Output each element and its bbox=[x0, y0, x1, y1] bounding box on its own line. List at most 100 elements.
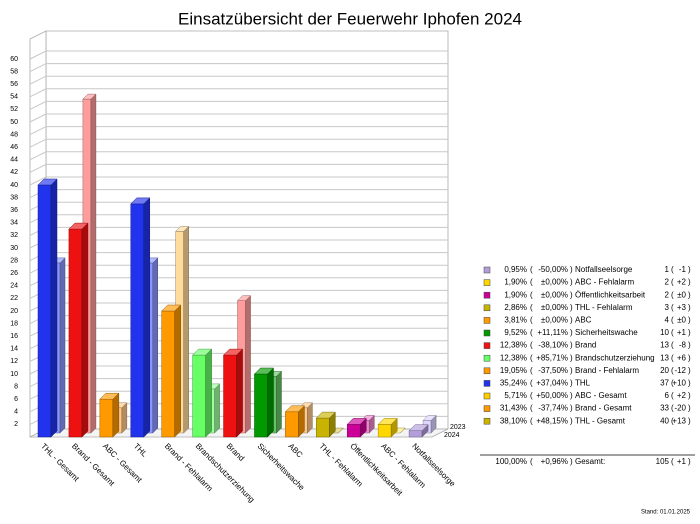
legend-count: 13 bbox=[660, 341, 669, 350]
bar bbox=[315, 411, 336, 438]
y-tick-label: 12 bbox=[10, 358, 18, 365]
bar-top bbox=[99, 392, 120, 400]
legend-paren: ( bbox=[530, 457, 533, 466]
legend-paren: ( bbox=[530, 353, 533, 362]
legend-paren: ) bbox=[688, 404, 691, 413]
bar bbox=[253, 367, 275, 438]
legend-change: +1 bbox=[677, 328, 687, 337]
legend-count: 13 bbox=[660, 353, 669, 362]
bar-front bbox=[223, 354, 237, 438]
legend-swatch bbox=[483, 392, 491, 400]
legend-count: 6 bbox=[665, 391, 670, 400]
bar-top bbox=[377, 418, 398, 425]
legend-name: Brand bbox=[575, 341, 596, 350]
legend-paren: ( bbox=[530, 303, 533, 312]
legend-share: 35,24% bbox=[500, 379, 527, 388]
bar-side bbox=[112, 392, 120, 438]
legend-swatch bbox=[483, 342, 491, 349]
footer: Stand: 01.01.2025 bbox=[641, 510, 691, 516]
legend-paren: ) bbox=[570, 391, 573, 400]
y-tick-label: 18 bbox=[10, 320, 18, 327]
legend-paren: ) bbox=[570, 366, 573, 375]
chart-title: Einsatzübersicht der Feuerwehr Iphofen 2… bbox=[178, 9, 522, 28]
legend-paren: ) bbox=[570, 328, 573, 337]
legend-paren: ( bbox=[671, 328, 674, 337]
bar bbox=[37, 178, 58, 438]
legend-count: 40 bbox=[660, 416, 669, 425]
legend-name: Brand - Fehlalarm bbox=[575, 366, 639, 375]
bar-side bbox=[236, 348, 243, 438]
legend-name: THL - Gesamt bbox=[575, 416, 626, 425]
bar-top bbox=[315, 411, 336, 419]
legend-swatch bbox=[483, 417, 491, 425]
legend-paren: ( bbox=[530, 328, 533, 337]
legend-paren: ( bbox=[530, 316, 533, 325]
legend-paren: ( bbox=[671, 379, 674, 388]
grid-line bbox=[29, 75, 448, 85]
legend-name: Brandschutzerziehung bbox=[575, 353, 655, 362]
legend-swatch bbox=[483, 291, 491, 299]
bar bbox=[408, 424, 429, 438]
legend-name: Brand - Gesamt bbox=[575, 404, 632, 413]
legend-change-pct: +37,04% bbox=[536, 379, 568, 388]
legend-paren: ) bbox=[570, 404, 573, 413]
legend-paren: ( bbox=[671, 404, 674, 413]
legend-paren: ) bbox=[688, 265, 691, 274]
legend-paren: ) bbox=[688, 303, 691, 312]
legend-paren: ) bbox=[688, 353, 691, 362]
legend-change-pct: +11,11% bbox=[537, 328, 568, 337]
y-tick-label: 30 bbox=[10, 245, 18, 252]
y-tick-label: 40 bbox=[10, 182, 18, 189]
legend-change-pct: ±0,00% bbox=[541, 278, 568, 287]
legend-change: +2 bbox=[677, 391, 687, 400]
bar bbox=[284, 405, 305, 438]
legend-paren: ( bbox=[671, 316, 674, 325]
legend-swatch bbox=[483, 367, 491, 375]
bar-top bbox=[408, 424, 429, 431]
bar-top bbox=[346, 418, 367, 425]
bar-side bbox=[152, 257, 159, 434]
series-label: 2023 bbox=[450, 424, 466, 431]
bar-front bbox=[285, 411, 299, 438]
legend-count: 1 bbox=[665, 265, 670, 274]
y-tick-label: 56 bbox=[10, 81, 18, 88]
legend-paren: ( bbox=[671, 353, 674, 362]
legend-paren: ( bbox=[530, 265, 533, 274]
y-tick-label: 26 bbox=[10, 270, 18, 277]
bar-front bbox=[130, 203, 145, 438]
legend-change-pct: -37,50% bbox=[538, 366, 568, 375]
legend-paren: ) bbox=[570, 278, 573, 287]
grid-line bbox=[29, 113, 448, 123]
bar-front bbox=[192, 354, 206, 438]
legend-paren: ) bbox=[688, 457, 691, 466]
grid-line bbox=[29, 151, 448, 161]
y-tick-label: 38 bbox=[10, 194, 18, 201]
legend-paren: ( bbox=[671, 290, 674, 299]
bar-front bbox=[346, 424, 361, 438]
bar-front bbox=[161, 310, 175, 438]
bar-top bbox=[192, 348, 213, 356]
y-tick-label: 2 bbox=[14, 421, 18, 428]
y-tick-label: 22 bbox=[10, 295, 18, 302]
legend-paren: ( bbox=[671, 265, 674, 274]
legend-paren: ( bbox=[671, 341, 674, 350]
y-tick-label: 6 bbox=[14, 396, 18, 403]
legend-name: ABC - Fehlalarm bbox=[575, 278, 634, 287]
bar-side bbox=[143, 197, 151, 438]
legend-name: THL bbox=[575, 379, 591, 388]
bar-side bbox=[174, 304, 181, 438]
legend-change-pct: +50,00% bbox=[536, 391, 568, 400]
legend-change: +2 bbox=[677, 278, 687, 287]
legend-change-pct: ±0,00% bbox=[541, 303, 568, 312]
legend-change: -1 bbox=[679, 265, 687, 274]
legend-paren: ) bbox=[570, 457, 573, 466]
legend-change: +3 bbox=[677, 303, 687, 312]
bar bbox=[377, 417, 398, 438]
bar bbox=[99, 392, 120, 438]
legend-paren: ( bbox=[671, 366, 674, 375]
bar bbox=[130, 197, 151, 438]
legend-paren: ( bbox=[530, 278, 533, 287]
series-label: 2024 bbox=[444, 432, 460, 439]
bar-front bbox=[408, 430, 423, 438]
